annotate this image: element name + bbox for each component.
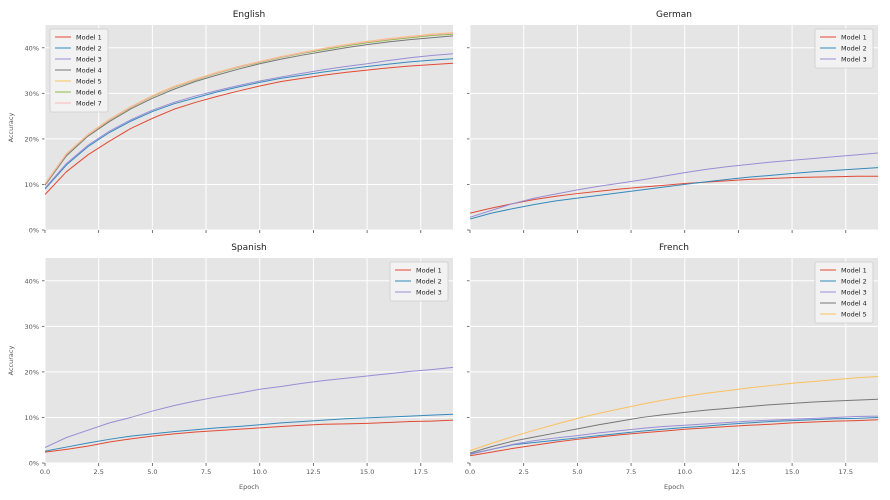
panel-spanish-xtick-label: 5.0 (147, 468, 157, 476)
panel-english-title: English (233, 10, 266, 20)
panel-german: German Model 1 Model 2 Model 3 (467, 10, 878, 233)
panel-english-legend-label: Model 5 (76, 78, 102, 86)
panel-french-series-model-2 (470, 416, 878, 455)
panel-spanish-ylabel: Accuracy (7, 346, 15, 376)
panel-french-xtick-label: 10.0 (677, 468, 691, 476)
panel-french-xlabel: Epoch (664, 483, 684, 491)
panel-german-series-model-2 (470, 167, 878, 220)
panel-french-series-model-4 (470, 398, 878, 454)
panel-french-series-model-1 (470, 419, 878, 457)
panel-french-xtick-label: 0.0 (465, 468, 475, 476)
panel-english-legend-label: Model 4 (76, 67, 102, 75)
panel-english-series-model-4 (45, 35, 453, 186)
panel-french-xtick-label: 12.5 (731, 468, 745, 476)
panel-spanish-title: Spanish (231, 243, 267, 253)
panel-english-series-group (45, 32, 453, 195)
panel-spanish-xtick-label: 7.5 (201, 468, 211, 476)
panel-french-xtick-label: 15.0 (785, 468, 799, 476)
panel-german-legend-label: Model 1 (841, 34, 867, 42)
panel-spanish-ytick-label: 10% (25, 414, 39, 422)
panel-english-background (45, 25, 453, 230)
panel-english-legend-label: Model 2 (76, 45, 102, 53)
panel-spanish-xtick-label: 10.0 (252, 468, 266, 476)
panel-spanish-series-model-2 (45, 413, 453, 452)
panel-french-series-model-5 (470, 375, 878, 452)
panel-french-legend-label: Model 5 (841, 311, 867, 319)
panel-french-xtick-label: 7.5 (626, 468, 636, 476)
panel-spanish-legend: Model 1 Model 2 Model 3 (389, 261, 449, 302)
panel-german-legend-label: Model 3 (841, 56, 867, 64)
panel-french-xtick-label: 2.5 (519, 468, 529, 476)
panel-spanish-legend-box (389, 261, 449, 302)
panel-french-legend: Model 1 Model 2 Model 3 Model 4 Model 5 (814, 261, 874, 324)
panel-english-ytick-label: 10% (25, 181, 39, 189)
panel-german-series-model-3 (470, 152, 878, 218)
panel-spanish-xtick-label: 15.0 (360, 468, 374, 476)
panel-french: 0.0 2.5 5.0 7.5 10.0 12.5 15.0 17.5 French Epoch M… (465, 243, 878, 491)
panel-spanish-series-model-3 (45, 366, 453, 448)
panel-spanish-xtick-label: 17.5 (414, 468, 428, 476)
panel-french-legend-label: Model 3 (841, 289, 867, 297)
panel-french-title: French (659, 243, 689, 253)
panel-spanish-series-model-1 (45, 419, 453, 453)
panel-french-xtick-label: 5.0 (572, 468, 582, 476)
panel-english-ytick-label: 30% (25, 90, 39, 98)
panel-spanish-legend-label: Model 2 (416, 278, 442, 286)
panel-english-legend-label: Model 6 (76, 89, 102, 97)
panel-french-legend-label: Model 4 (841, 300, 867, 308)
panel-english-legend: Model 1 Model 2 Model 3 Model 4 Model 5 Model… (49, 28, 109, 113)
panel-spanish-ytick-label: 0% (29, 460, 39, 468)
panel-english-ytick-label: 20% (25, 135, 39, 143)
panel-french-legend-label: Model 2 (841, 278, 867, 286)
panel-spanish-xlabel: Epoch (239, 483, 259, 491)
panel-english-ytick-label: 0% (29, 227, 39, 235)
panel-spanish-xtick-label: 2.5 (94, 468, 104, 476)
panel-spanish-series-group (45, 366, 453, 453)
panel-english-legend-label: Model 3 (76, 56, 102, 64)
panel-english-series-model-1 (45, 62, 453, 195)
panel-english-series-model-3 (45, 53, 453, 189)
panel-english-ylabel: Accuracy (7, 113, 15, 143)
panel-english-legend-box (49, 28, 109, 113)
panel-spanish-ytick-label: 40% (25, 277, 39, 285)
panel-german-legend: Model 1 Model 2 Model 3 (814, 28, 874, 69)
panel-french-series-group (470, 375, 878, 457)
panel-english-legend-label: Model 7 (76, 100, 102, 108)
panel-spanish-legend-label: Model 1 (416, 267, 442, 275)
panel-english-legend-label: Model 1 (76, 34, 102, 42)
panel-english-ytick-label: 40% (25, 44, 39, 52)
panel-german-title: German (656, 10, 692, 20)
panel-english-series-model-2 (45, 58, 453, 190)
panel-french-legend-label: Model 1 (841, 267, 867, 275)
panel-spanish-ytick-label: 30% (25, 323, 39, 331)
panel-german-legend-box (814, 28, 874, 69)
panel-french-xtick-label: 17.5 (839, 468, 853, 476)
panel-spanish-xtick-label: 12.5 (306, 468, 320, 476)
panel-german-legend-label: Model 2 (841, 45, 867, 53)
panel-german-series-group (470, 152, 878, 220)
panel-spanish-xtick-label: 0.0 (40, 468, 50, 476)
panel-english-series-model-7 (45, 32, 453, 185)
panel-spanish: 0% 10% 20% 30% 40% 0.0 2.5 5.0 7.5 10.0 12.5 15.0 17… (7, 243, 453, 491)
panel-french-legend-box (814, 261, 874, 324)
panel-spanish-legend-label: Model 3 (416, 289, 442, 297)
panel-french-series-model-3 (470, 415, 878, 455)
panel-german-series-model-1 (470, 175, 878, 214)
panel-spanish-ytick-label: 20% (25, 368, 39, 376)
panel-german-background (470, 25, 878, 230)
